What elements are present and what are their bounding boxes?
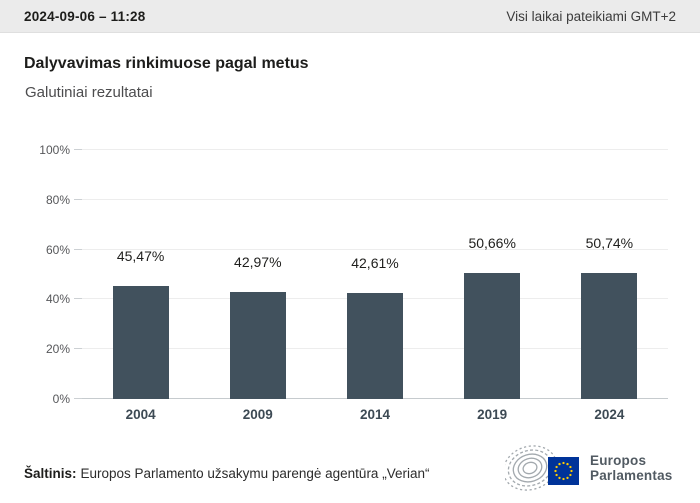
x-tick-label: 2024	[594, 407, 625, 422]
y-tick-mark	[74, 149, 82, 150]
logo-text-line1: Europos	[590, 453, 647, 468]
eu-star-icon	[562, 477, 565, 481]
bar-2004	[112, 285, 169, 399]
eu-star-icon	[566, 476, 569, 480]
gridline	[82, 149, 668, 150]
gridline	[82, 248, 668, 250]
bar-2009	[229, 292, 286, 399]
y-tick-label: 80%	[45, 192, 70, 207]
bar-value-label: 45,47%	[116, 247, 165, 264]
y-tick-label: 0%	[52, 392, 70, 406]
bar-value-label: 50,66%	[468, 234, 516, 251]
y-tick-label: 20%	[45, 342, 70, 357]
bar-2019	[464, 272, 521, 399]
plot-area: 0% 20% 40% 60% 80% 100% 45,47% 2004 42,97% 2009 42…	[39, 143, 668, 422]
y-tick-mark	[74, 198, 82, 200]
eu-star-icon	[558, 462, 561, 466]
logo-text-line2: Parlamentas	[590, 468, 673, 483]
datetime-label: 2024-09-06 – 11:28	[24, 8, 146, 24]
eu-star-icon	[555, 465, 558, 469]
x-tick-label: 2014	[359, 407, 390, 422]
y-tick-mark	[74, 398, 82, 399]
y-tick-mark	[74, 298, 82, 300]
bar-value-label: 42,97%	[234, 254, 282, 271]
source-note: Šaltinis: Europos Parlamento užsakymu par…	[24, 466, 429, 481]
source-text: Europos Parlamento užsakymu parengė agen…	[80, 466, 430, 481]
eu-flag-stars	[554, 461, 573, 481]
x-tick-label: 2009	[242, 407, 273, 422]
eu-parliament-hemicycle-icon	[505, 445, 579, 491]
eu-star-icon	[554, 469, 557, 473]
x-tick-label: 2004	[125, 407, 156, 422]
european-parliament-logo: Europos Parlamentas	[505, 442, 673, 494]
bar-value-label: 50,74%	[585, 234, 634, 251]
bar-2024	[581, 272, 638, 399]
topbar: 2024-09-06 – 11:28 Visi laikai pateikiam…	[0, 0, 700, 33]
gridline	[82, 198, 668, 200]
bar-value-label: 42,61%	[351, 254, 399, 271]
eu-flag	[548, 457, 579, 485]
source-label: Šaltinis:	[24, 466, 77, 481]
x-tick-label: 2019	[477, 407, 508, 422]
eu-star-icon	[562, 461, 565, 465]
eu-star-icon	[558, 476, 561, 480]
y-tick-label: 100%	[39, 143, 70, 157]
eu-star-icon	[569, 465, 572, 469]
y-tick-label: 60%	[45, 242, 70, 257]
timezone-note: Visi laikai pateikiami GMT+2	[506, 8, 676, 24]
eu-star-icon	[569, 473, 572, 477]
page-subtitle: Galutiniai rezultatai	[25, 84, 153, 101]
eu-star-icon	[555, 473, 558, 477]
y-tick-label: 40%	[45, 292, 70, 307]
eu-star-icon	[570, 469, 573, 473]
y-tick-mark	[74, 348, 82, 350]
y-tick-mark	[74, 248, 82, 250]
bar-2014	[347, 292, 403, 399]
logo-text: Europos Parlamentas	[590, 453, 673, 483]
page-title: Dalyvavimas rinkimuose pagal metus	[24, 55, 309, 72]
eu-star-icon	[566, 462, 569, 466]
